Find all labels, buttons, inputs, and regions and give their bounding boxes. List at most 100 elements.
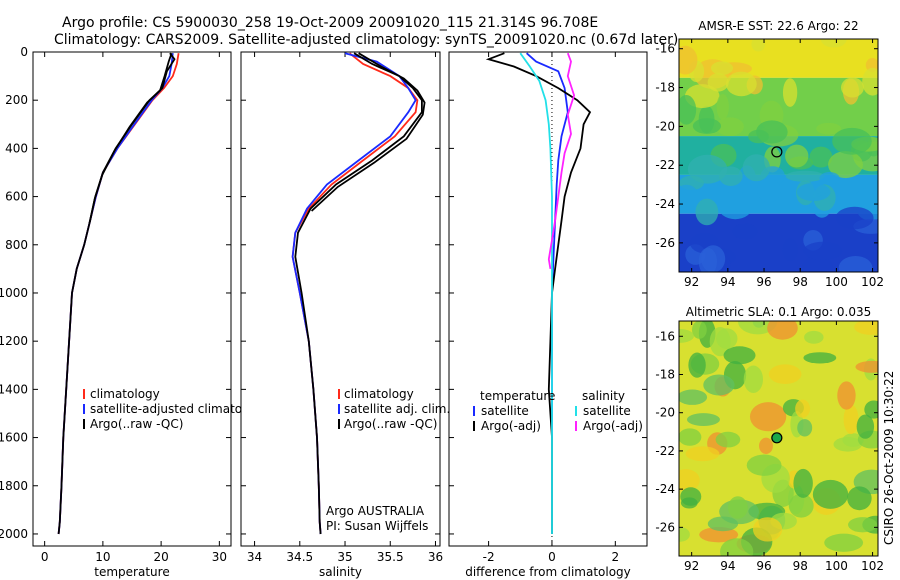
- map-texture-blob: [732, 223, 758, 240]
- map-texture-blob: [855, 186, 878, 207]
- x-tick-label: 96: [756, 559, 771, 573]
- map-texture-blob: [679, 428, 702, 446]
- x-tick-label: 0: [548, 550, 556, 564]
- map-texture-blob: [835, 206, 874, 230]
- x-axis-label: salinity: [319, 565, 362, 579]
- legend-label: climatology: [90, 387, 160, 401]
- y-tick-label: -20: [655, 119, 675, 133]
- map-texture-blob: [841, 77, 864, 98]
- map-texture-blob: [711, 61, 734, 76]
- sst-map-panel: AMSR-E SST: 22.6 Argo: 22 92 94 96 98 100 102 -…: [655, 19, 884, 289]
- map-texture-blob: [699, 527, 739, 543]
- map-texture-blob: [742, 154, 771, 182]
- map-texture-blob: [716, 328, 738, 349]
- map-texture-blob: [838, 255, 873, 272]
- map-texture-blob: [820, 39, 847, 48]
- map-texture-blob: [715, 117, 744, 136]
- map-texture-blob: [679, 469, 700, 492]
- series-line-3: [310, 52, 426, 212]
- y-tick-label: -16: [655, 42, 675, 56]
- argo-position-marker: [771, 146, 783, 158]
- map-texture-blob: [680, 487, 702, 506]
- x-tick-label: 30: [212, 550, 227, 564]
- map-texture-blob: [743, 365, 764, 394]
- map-texture-blob: [685, 446, 720, 462]
- x-axis-label: difference from climatology: [465, 565, 631, 579]
- y-tick-label: 0: [20, 45, 28, 59]
- map-texture-blob: [864, 400, 878, 419]
- plot-frame: [240, 51, 441, 547]
- y-tick-label: 1400: [0, 382, 28, 396]
- series-line-2: [519, 52, 553, 534]
- x-tick-label: 34: [247, 550, 262, 564]
- map-texture-blob: [725, 71, 757, 97]
- map-texture-blob: [716, 94, 729, 120]
- map-texture-blob: [797, 419, 813, 437]
- figure-title-line1: Argo profile: CS 5900030_258 19-Oct-2009…: [62, 15, 598, 31]
- legend-label: climatology: [344, 387, 414, 401]
- map-texture-blob: [855, 360, 878, 373]
- map-frame: [678, 38, 879, 273]
- y-tick-label: 1800: [0, 479, 28, 493]
- map-texture-blob: [688, 352, 706, 378]
- salinity-panel: 34 34.5 35 35.5 36 salinity climatologysatelli…: [240, 51, 450, 579]
- plot-frame: [448, 51, 648, 547]
- argo-position-marker: [771, 432, 783, 444]
- map-texture-blob: [796, 182, 831, 202]
- x-tick-label: 0: [41, 550, 49, 564]
- x-tick-label: 10: [95, 550, 110, 564]
- y-tick-label: 2000: [0, 527, 28, 541]
- x-tick-label: 36: [428, 550, 443, 564]
- map-texture-blob: [737, 321, 778, 335]
- map-texture-blob: [837, 381, 856, 410]
- map-texture-blob: [687, 154, 728, 184]
- legend-label: satellite adj. clim.: [344, 402, 450, 416]
- x-tick-label: 92: [684, 559, 699, 573]
- y-tick-label: 400: [5, 141, 28, 155]
- map-texture-blob: [842, 433, 864, 447]
- series-line-2: [294, 52, 423, 535]
- figure-title-line2: Climatology: CARS2009. Satellite-adjuste…: [54, 32, 678, 48]
- map-texture-blob: [695, 198, 719, 226]
- y-tick-label: 1000: [0, 286, 28, 300]
- x-tick-label: 94: [720, 559, 735, 573]
- map-texture-blob: [782, 78, 798, 107]
- map-texture-blob: [804, 330, 824, 344]
- map-texture-blob: [703, 374, 735, 396]
- sla-map-panel: Altimetric SLA: 0.1 Argo: 0.035 92 94 96 98 1…: [655, 305, 884, 573]
- legend-label: satellite: [583, 404, 631, 418]
- map-texture-blob: [679, 328, 694, 343]
- legend-title-salinity: salinity: [582, 389, 625, 403]
- x-tick-label: 94: [720, 275, 735, 289]
- x-axis-label: temperature: [94, 565, 169, 579]
- map-texture-blob: [848, 517, 878, 533]
- map-field: [679, 39, 878, 272]
- map-texture-blob: [692, 321, 707, 339]
- x-tick-label: 35: [337, 550, 352, 564]
- y-tick-label: 1600: [0, 431, 28, 445]
- map-texture-blob: [785, 144, 809, 168]
- x-tick-label: 102: [861, 559, 884, 573]
- map-texture-blob: [854, 321, 878, 335]
- map-texture-blob: [698, 247, 717, 272]
- x-tick-label: 92: [684, 275, 699, 289]
- legend-label: Argo(-adj): [481, 419, 541, 433]
- y-tick-label: -24: [655, 197, 675, 211]
- map-texture-blob: [728, 496, 748, 519]
- map-texture-blob: [812, 479, 849, 509]
- map-texture-blob: [795, 399, 811, 418]
- legend-label: satellite-adjusted climatology: [90, 402, 268, 416]
- map-texture-blob: [824, 533, 864, 552]
- map-texture-blob: [862, 67, 878, 96]
- y-tick-label: -22: [655, 444, 675, 458]
- map-texture-blob: [803, 352, 837, 364]
- y-tick-label: 200: [5, 93, 28, 107]
- map-texture-blob: [785, 170, 825, 182]
- map-texture-blob: [782, 237, 798, 262]
- y-tick-label: -16: [655, 329, 675, 343]
- y-tick-label: 600: [5, 190, 28, 204]
- side-note: CSIRO 26-Oct-2009 10:30:22: [882, 371, 896, 545]
- map-title: Altimetric SLA: 0.1 Argo: 0.035: [686, 305, 871, 319]
